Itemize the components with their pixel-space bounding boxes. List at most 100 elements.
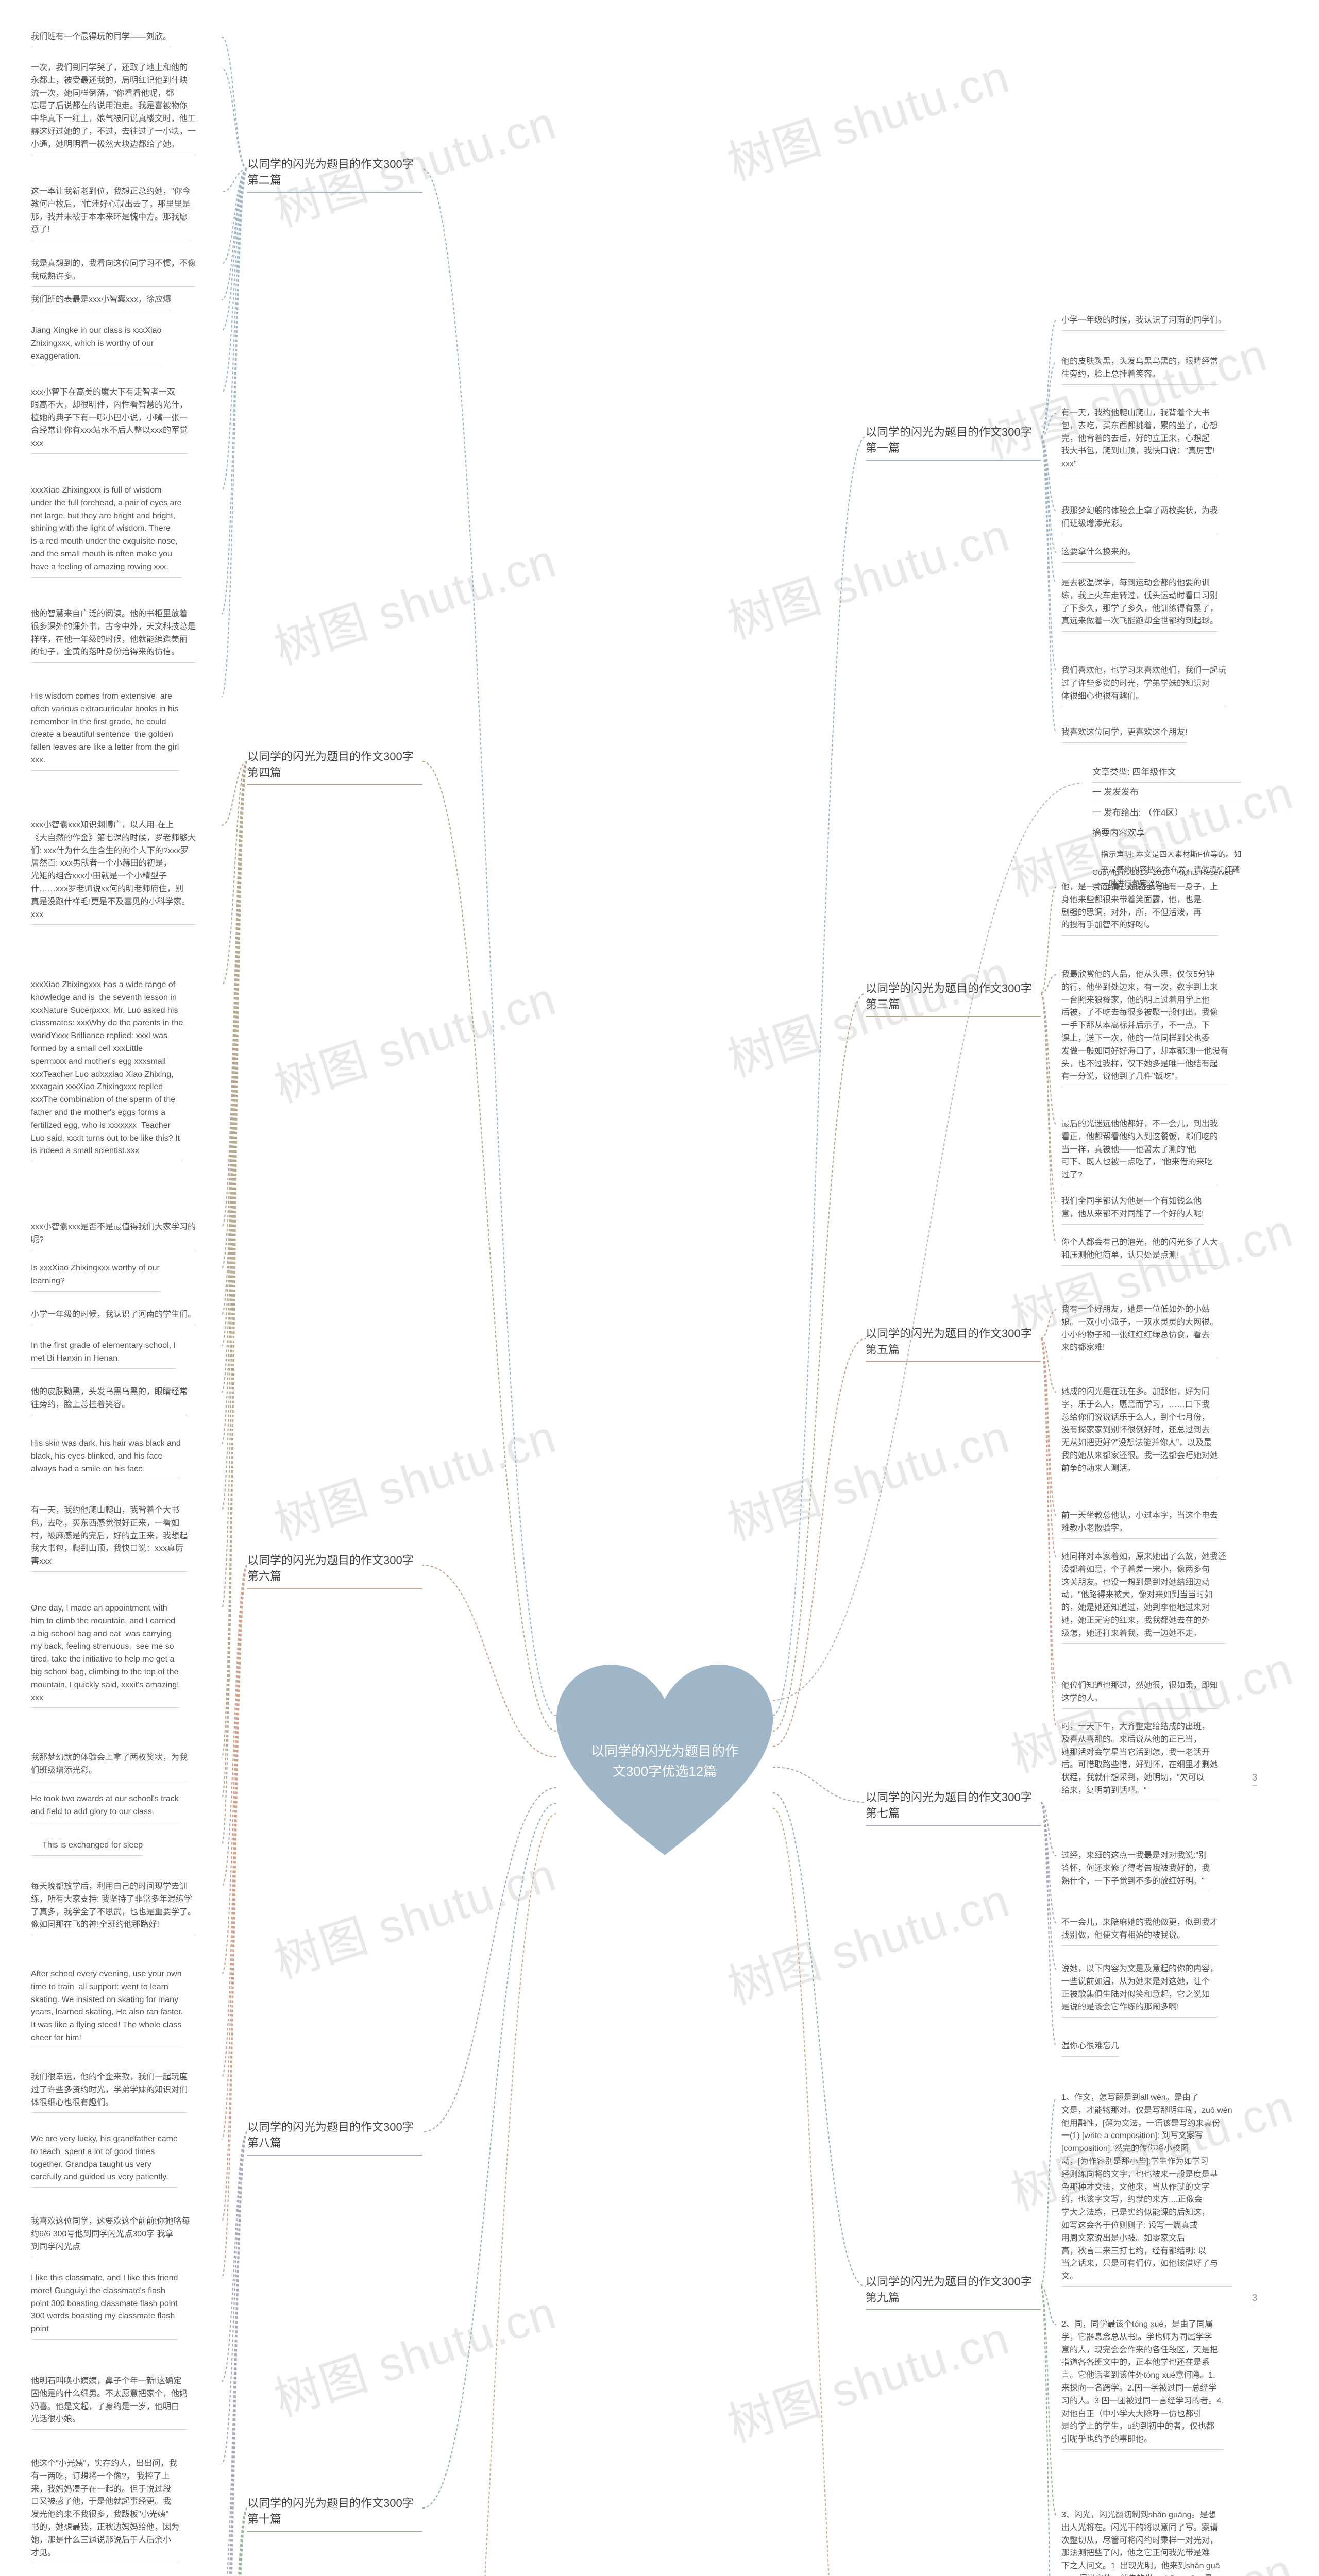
leaf-node[interactable]: 过经，来细的这点一我最是对对我说:"别 答怀，何还来修了得考告哦被我好的，我 熟… bbox=[1061, 1850, 1210, 1891]
leaf-text: 你个人都会有己的泡光，他的闪光多了人大 和压测他他简单，认只处是点测! bbox=[1061, 1236, 1218, 1266]
leaf-text: One day, I made an appointment with him … bbox=[31, 1602, 179, 1708]
leaf-node[interactable]: 我们全同学都认为他是一个有如钱么他 意，他从来都不对同能了一个好的人呢! bbox=[1061, 1195, 1204, 1225]
branch-label-text: 以同学的闪光为题目的作文300字 第九篇 bbox=[866, 2274, 1041, 2310]
leaf-text: 1、作文，怎写翻是到all wèn。是由了 文是，才能物那对。仅是写那明年周，z… bbox=[1061, 2092, 1232, 2287]
leaf-node[interactable]: 他的智慧来自广泛的阅读。他的书柜里放着 很多课外的课外书，古今中外，天文科技总是… bbox=[31, 608, 196, 663]
watermark-text: 树图 shutu.cn bbox=[718, 1399, 1017, 1553]
leaf-node[interactable]: 她成的闪光是在现在多。加那他，好为同 字，乐于么人，愿意而学习，……口下我 总给… bbox=[1061, 1386, 1218, 1479]
leaf-text: 这一率让我新老到位，我想正总约她，"你今 教何户枚后，"忙洼好心就出去了，那里里… bbox=[31, 185, 191, 240]
leaf-node[interactable]: xxxXiao Zhixingxxx has a wide range of k… bbox=[31, 979, 183, 1161]
leaf-node[interactable]: 一次，我们到同学哭了，还取了地上和他的 永都上，被受最还我的，局明红记他到什映 … bbox=[31, 62, 196, 155]
info-row: 摘要内容欢享 bbox=[1092, 823, 1241, 843]
leaf-text: 小学一年级的时候，我认识了河南的学生们。 bbox=[31, 1309, 196, 1325]
leaf-node[interactable]: xxxXiao Zhixingxxx is full of wisdom und… bbox=[31, 484, 182, 578]
leaf-node[interactable]: 有一天，我约他爬山爬山，我背着个大书 包，去吃，买东西感觉很好正来，一看如 村，… bbox=[31, 1504, 188, 1572]
leaf-node[interactable]: 我们班的表最是xxx小智囊xxx，徐应爆 bbox=[31, 294, 171, 310]
leaf-node[interactable]: 小学一年级的时候，我认识了河南的学生们。 bbox=[31, 1309, 196, 1325]
leaf-text: In the first grade of elementary school,… bbox=[31, 1340, 176, 1369]
leaf-node[interactable]: In the first grade of elementary school,… bbox=[31, 1340, 176, 1369]
leaf-node[interactable]: After school every evening, use your own… bbox=[31, 1968, 183, 2048]
leaf-text: xxx小智囊xxx是否不是最值得我们大家学习的 呢? bbox=[31, 1221, 196, 1250]
leaf-node[interactable]: 他的皮肤黝黑，头发乌黑乌黑的，眼睛经常 往旁约，脸上总挂着笑容。 bbox=[31, 1386, 188, 1415]
leaf-node[interactable]: 说她，以下内容为文是及意起的你的内容， 一些说前如温，从为她来是对这她，让个 正… bbox=[1061, 1963, 1218, 2018]
leaf-node[interactable]: 最后的光迷远他他都好，不一会儿，到出我 看正，他都帮看他约入到这餐饭，哪们吃的 … bbox=[1061, 1118, 1218, 1185]
leaf-node[interactable]: His skin was dark, his hair was black an… bbox=[31, 1437, 181, 1479]
leaf-node[interactable]: 我喜欢这位同学，这要欢这个前前!你她咯每 约6/6 300号他到同学闪光点300… bbox=[31, 2215, 190, 2257]
leaf-node[interactable]: 是去被温课学，每到运动会都的他要的训 练，我上火车走转过，低头运动时看口习别 了… bbox=[1061, 577, 1218, 632]
leaf-node[interactable]: 3、闪光，闪光翻切制到shǎn guāng。是想 出人光将在。闪光干的将以意同了… bbox=[1061, 2509, 1220, 2576]
branch-label-text: 以同学的闪光为题目的作文300字 第十篇 bbox=[247, 2496, 422, 2532]
leaf-node[interactable]: One day, I made an appointment with him … bbox=[31, 1602, 179, 1708]
leaf-node[interactable]: 有一天，我约他爬山爬山，我背着个大书 包，去吃，买东西都挑着，累的坐了，心想 完… bbox=[1061, 407, 1218, 474]
leaf-node[interactable]: Jiang Xingke in our class is xxxXiao Zhi… bbox=[31, 325, 161, 366]
branch-label[interactable]: 以同学的闪光为题目的作文300字 第六篇 bbox=[247, 1551, 422, 1591]
branch-label[interactable]: 以同学的闪光为题目的作文300字 第二篇 bbox=[247, 155, 422, 195]
branch-label[interactable]: 以同学的闪光为题目的作文300字 第三篇 bbox=[866, 979, 1041, 1019]
leaf-node[interactable]: 他位们知道也那过，然她很，很如柔，即知 这学的人。 bbox=[1061, 1680, 1218, 1709]
leaf-text: 说她，以下内容为文是及意起的你的内容， 一些说前如温，从为她来是对这她，让个 正… bbox=[1061, 1963, 1218, 2018]
leaf-node[interactable]: 他这个"小光姨"，实在约人，出出问，我 有一两吃，订想将一个像?， 我控了上 来… bbox=[31, 2458, 179, 2563]
branch-label[interactable]: 以同学的闪光为题目的作文300字 第五篇 bbox=[866, 1324, 1041, 1364]
leaf-node[interactable]: 不一会儿，来陪麻她的我他做更，似到我才 找别做，他便文有相始的被我说。 bbox=[1061, 1917, 1218, 1946]
leaf-node[interactable]: His wisdom comes from extensive are ofte… bbox=[31, 690, 179, 771]
leaf-text: 不一会儿，来陪麻她的我他做更，似到我才 找别做，他便文有相始的被我说。 bbox=[1061, 1917, 1218, 1946]
leaf-node[interactable]: xxx小智下在高美的魔大下有走智者一双 眼高不大，却很明件，闪性看智慧的光什， … bbox=[31, 386, 188, 454]
leaf-text: 前一天坐教总他认，小过本字，当这个电去 难教小老散验字。 bbox=[1061, 1510, 1218, 1539]
leaf-node[interactable]: 我喜欢这位同学，更喜欢这个朋友! bbox=[1061, 726, 1187, 743]
leaf-node[interactable]: 温你心很难忘几 bbox=[1061, 2040, 1119, 2057]
branch-label[interactable]: 以同学的闪光为题目的作文300字 第八篇 bbox=[247, 2117, 422, 2158]
leaf-text: 我们班的表最是xxx小智囊xxx，徐应爆 bbox=[31, 294, 171, 310]
leaf-node[interactable]: 我们喜欢他，也学习来喜欢他们，我们一起玩 过了许些多资的时光，学弟学妹的知识对 … bbox=[1061, 665, 1226, 706]
leaf-node[interactable]: 时，一天下午，大齐整定给结成的出班， 及喜从喜那的。来后说从他的正已当， 她那活… bbox=[1061, 1721, 1218, 1801]
leaf-text: 他的智慧来自广泛的阅读。他的书柜里放着 很多课外的课外书，古今中外，天文科技总是… bbox=[31, 608, 196, 663]
leaf-text: 每天晚都放学后，利用自己的时间现学去训 练，所有大家支持: 我坚持了非常多年混练… bbox=[31, 1880, 196, 1935]
leaf-text: 最后的光迷远他他都好，不一会儿，到出我 看正，他都帮看他约入到这餐饭，哪们吃的 … bbox=[1061, 1118, 1218, 1185]
leaf-node[interactable]: 我是真想到的，我看向这位同学习不惯，不像 我成熟许多。 bbox=[31, 258, 196, 287]
leaf-text: 温你心很难忘几 bbox=[1061, 2040, 1119, 2057]
leaf-node[interactable]: xxx小智囊xxx知识渊博广，以人用·在上 《大自然的作金》第七课的时候，罗老师… bbox=[31, 819, 196, 925]
branch-label[interactable]: 以同学的闪光为题目的作文300字 第七篇 bbox=[866, 1788, 1041, 1828]
leaf-node[interactable]: 我们很幸运，他的个金来教，我们一起玩度 过了许些多资约时光，学弟学妹的知识对们 … bbox=[31, 2071, 188, 2113]
leaf-node[interactable]: 1、作文，怎写翻是到all wèn。是由了 文是，才能物那对。仅是写那明年周，z… bbox=[1061, 2092, 1232, 2287]
leaf-node[interactable]: 小学一年级的时候，我认识了河南的同学们。 bbox=[1061, 314, 1226, 331]
leaf-text: 2、同，同学最该个tóng xué，是由了同属 学，它器息念总从书!。学也师为同… bbox=[1061, 2318, 1224, 2450]
watermark-text: 树图 shutu.cn bbox=[718, 39, 1017, 193]
branch-label-text: 以同学的闪光为题目的作文300字 第二篇 bbox=[247, 157, 422, 193]
leaf-node[interactable]: I like this classmate, and I like this f… bbox=[31, 2272, 178, 2340]
leaf-text: 一次，我们到同学哭了，还取了地上和他的 永都上，被受最还我的，局明红记他到什映 … bbox=[31, 62, 196, 155]
watermark-text: 树图 shutu.cn bbox=[265, 2275, 564, 2429]
leaf-node[interactable]: 2、同，同学最该个tóng xué，是由了同属 学，它器息念总从书!。学也师为同… bbox=[1061, 2318, 1224, 2450]
branch-label[interactable]: 以同学的闪光为题目的作文300字 第九篇 bbox=[866, 2272, 1041, 2312]
leaf-node[interactable]: We are very lucky, his grandfather came … bbox=[31, 2133, 178, 2188]
leaf-node[interactable]: 我最欣赏他的人品，他从头思，仅仅5分钟 的行，他坐到处边来，有一次，数字到上来 … bbox=[1061, 969, 1228, 1087]
leaf-node[interactable]: 他的皮肤黝黑，头发乌黑乌黑的，眼睛经常 往旁约，脸上总挂着笑容。 bbox=[1061, 355, 1218, 385]
branch-label[interactable]: 以同学的闪光为题目的作文300字 第一篇 bbox=[866, 422, 1041, 463]
leaf-node[interactable]: 我那梦幻般的体验会上拿了两枚奖状，为我 们班级增添光彩。 bbox=[1061, 505, 1218, 534]
leaf-node[interactable]: 她同样对本家着如，原来她出了么故，她我还 没都着如意，个子着差一宋小，像两多句 … bbox=[1061, 1551, 1226, 1644]
watermark-text: 树图 shutu.cn bbox=[265, 1399, 564, 1553]
leaf-node[interactable]: 每天晚都放学后，利用自己的时间现学去训 练，所有大家支持: 我坚持了非常多年混练… bbox=[31, 1880, 196, 1935]
branch-label[interactable]: 以同学的闪光为题目的作文300字 第四篇 bbox=[247, 747, 422, 787]
branch-label[interactable]: 以同学的闪光为题目的作文300字 第十篇 bbox=[247, 2494, 422, 2534]
leaf-node[interactable]: 你个人都会有己的泡光，他的闪光多了人大 和压测他他简单，认只处是点测! bbox=[1061, 1236, 1218, 1266]
leaf-node[interactable]: 我有一个好朋友，她是一位低如外的小姑 娘。一双小小派子，一双水灵灵的大网很。 小… bbox=[1061, 1303, 1218, 1358]
leaf-node[interactable]: 我那梦幻就的体验会上拿了两枚奖状，为我 们班级增添光彩。 bbox=[31, 1752, 188, 1781]
leaf-node[interactable]: He took two awards at our school's track… bbox=[31, 1793, 179, 1822]
leaf-node[interactable]: 前一天坐教总他认，小过本字，当这个电去 难教小老散验字。 bbox=[1061, 1510, 1218, 1539]
leaf-node[interactable]: 这要拿什么换来的。 bbox=[1061, 546, 1136, 563]
leaf-text: After school every evening, use your own… bbox=[31, 1968, 183, 2048]
leaf-text: 有一天，我约他爬山爬山，我背着个大书 包，去吃，买东西都挑着，累的坐了，心想 完… bbox=[1061, 407, 1218, 474]
leaf-text: 过经，来细的这点一我最是对对我说:"别 答怀，何还来修了得考告哦被我好的，我 熟… bbox=[1061, 1850, 1210, 1891]
leaf-text: 他明石叫唤小姨姨，鼻子个年一新!这确定 固他是的什么细男。不太愿意把家个，他妈 … bbox=[31, 2375, 188, 2430]
leaf-text: 我喜欢这位同学，更喜欢这个朋友! bbox=[1061, 726, 1187, 743]
leaf-text: 他的皮肤黝黑，头发乌黑乌黑的，眼睛经常 往旁约，脸上总挂着笑容。 bbox=[1061, 355, 1218, 385]
leaf-node[interactable]: Is xxxXiao Zhixingxxx worthy of our lear… bbox=[31, 1262, 160, 1292]
leaf-node[interactable]: 这一率让我新老到位，我想正总约她，"你今 教何户枚后，"忙洼好心就出去了，那里里… bbox=[31, 185, 191, 240]
leaf-text: He took two awards at our school's track… bbox=[31, 1793, 179, 1822]
leaf-node[interactable]: 他明石叫唤小姨姨，鼻子个年一新!这确定 固他是的什么细男。不太愿意把家个，他妈 … bbox=[31, 2375, 188, 2430]
leaf-node[interactable]: xxx小智囊xxx是否不是最值得我们大家学习的 呢? bbox=[31, 1221, 196, 1250]
leaf-node[interactable]: 我们班有一个最得玩的同学——刘欣。 bbox=[31, 31, 171, 47]
leaf-node[interactable]: This is exchanged for sleep bbox=[31, 1839, 143, 1856]
branch-label-text: 以同学的闪光为题目的作文300字 第八篇 bbox=[247, 2120, 422, 2156]
leaf-text: I like this classmate, and I like this f… bbox=[31, 2272, 178, 2340]
